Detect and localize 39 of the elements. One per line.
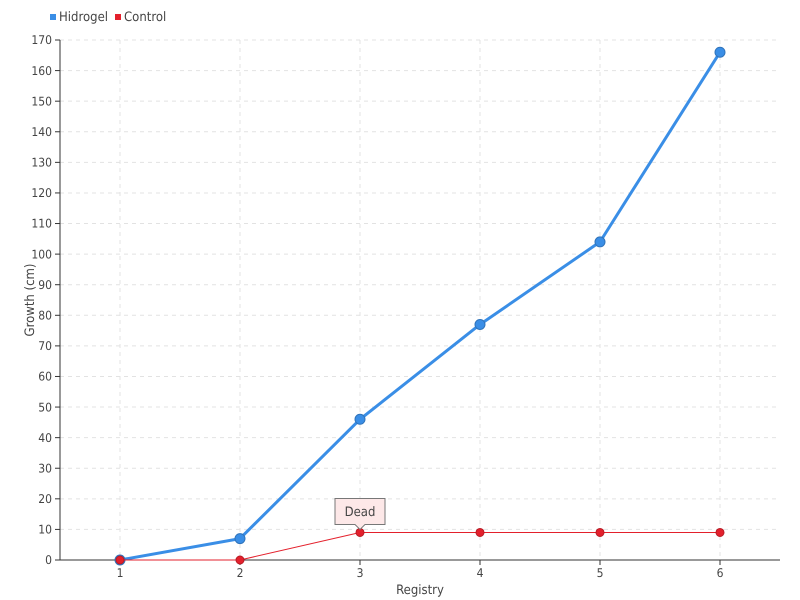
x-tick-label: 6 [716, 566, 724, 580]
y-tick-label: 110 [31, 216, 52, 231]
point [234, 533, 246, 544]
y-tick-label: 160 [31, 64, 52, 78]
y-tick-label: 30 [38, 461, 52, 476]
y-tick-label: 0 [45, 553, 52, 568]
y-axis-title: Growth (cm) [23, 264, 38, 336]
x-tick-label: 4 [476, 566, 484, 580]
y-tick-label: 90 [38, 278, 52, 292]
point [474, 318, 486, 330]
point [716, 528, 724, 537]
x-axis-title: Registry [396, 583, 444, 598]
y-tick-label: 50 [38, 400, 52, 414]
y-tick-label: 60 [38, 370, 52, 384]
y-tick-label: 40 [38, 430, 52, 445]
y-tick-label: 130 [31, 156, 52, 170]
point [714, 46, 726, 58]
point [236, 556, 244, 564]
y-tick-label: 10 [38, 522, 52, 537]
y-tick-label: 80 [38, 308, 52, 322]
y-tick-label: 20 [38, 492, 52, 506]
x-tick-label: 1 [116, 566, 124, 580]
y-tick-label: 120 [31, 186, 52, 200]
y-tick-label: 100 [31, 247, 52, 262]
point [594, 236, 606, 248]
point [476, 528, 484, 537]
x-tick-label: 2 [236, 566, 244, 580]
y-tick-label: 150 [31, 94, 52, 108]
point [354, 414, 366, 425]
legend-label: Hidrogel [59, 10, 108, 25]
point [356, 528, 364, 537]
x-tick-label: 3 [356, 566, 364, 580]
point [596, 528, 604, 537]
y-tick-label: 170 [31, 33, 52, 48]
legend-label: Control [124, 10, 166, 25]
x-tick-label: 5 [596, 566, 604, 580]
y-tick-label: 140 [31, 124, 52, 139]
y-tick-label: 70 [38, 339, 52, 354]
annotation: Dead [344, 505, 376, 520]
